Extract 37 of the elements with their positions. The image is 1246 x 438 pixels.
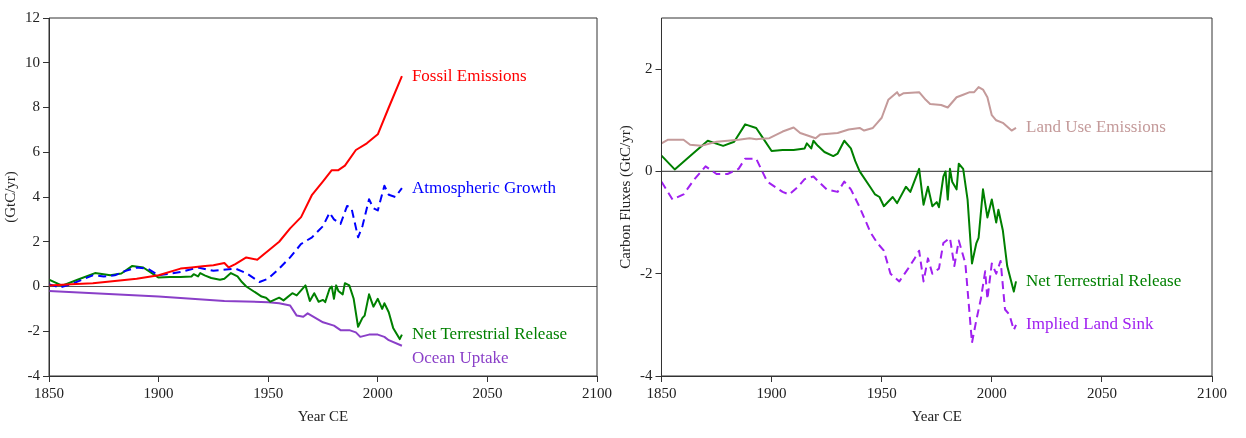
x-tick-label: 2000 xyxy=(362,384,393,401)
x-axis-title: Year CE xyxy=(297,407,349,424)
series-label: Ocean Uptake xyxy=(411,348,509,368)
y-tick-label: 4 xyxy=(32,187,41,204)
x-tick-label: 1950 xyxy=(253,384,284,401)
y-tick-label: -4 xyxy=(640,366,653,383)
x-tick-label: 1850 xyxy=(34,384,64,401)
y-tick-label: 0 xyxy=(645,162,653,179)
series-label: Atmospheric Growth xyxy=(411,177,557,197)
y-tick-label: -2 xyxy=(640,264,653,281)
y-tick-label: 2 xyxy=(32,232,40,249)
x-tick-label: 1900 xyxy=(756,384,787,401)
y-tick-label: 12 xyxy=(25,8,40,25)
y-tick-label: 2 xyxy=(645,60,653,77)
x-tick-label: 1950 xyxy=(866,384,897,401)
y-tick-label: -2 xyxy=(27,322,40,339)
x-axis-title: Year CE xyxy=(911,407,963,424)
y-tick-label: -4 xyxy=(27,366,41,383)
x-tick-label: 1850 xyxy=(646,384,677,401)
y-axis-title: Carbon Fluxes (GtC/yr) xyxy=(616,125,634,269)
y-axis-title: (GtC/yr) xyxy=(1,171,19,223)
x-tick-label: 2100 xyxy=(582,384,612,401)
series-label: Fossil Emissions xyxy=(411,65,527,85)
y-tick-label: 6 xyxy=(32,143,41,160)
x-tick-label: 2050 xyxy=(1086,384,1117,401)
series-label: Implied Land Sink xyxy=(1026,314,1154,334)
y-tick-label: 0 xyxy=(32,277,40,294)
series-label: Net Terrestrial Release xyxy=(411,324,568,344)
series-label: Net Terrestrial Release xyxy=(1026,270,1182,290)
x-tick-label: 2000 xyxy=(976,384,1007,401)
series-label: Land Use Emissions xyxy=(1026,117,1166,137)
x-tick-label: 1900 xyxy=(143,384,174,401)
y-tick-label: 8 xyxy=(32,98,40,115)
x-tick-label: 2050 xyxy=(472,384,503,401)
y-tick-label: 10 xyxy=(25,53,40,70)
x-tick-label: 2100 xyxy=(1197,384,1227,401)
line-series xyxy=(661,157,1018,344)
